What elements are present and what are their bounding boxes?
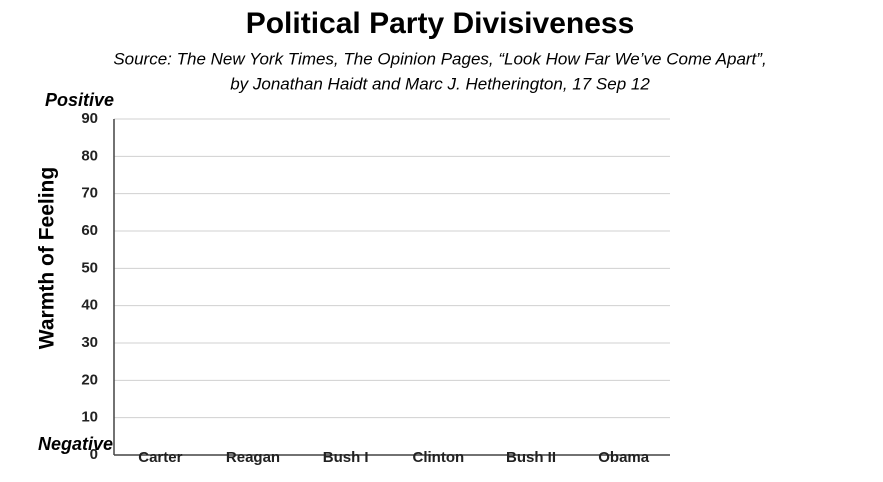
y-axis-label: Warmth of Feeling <box>36 167 59 349</box>
x-tick-label: Obama <box>598 449 650 466</box>
y-tick-label: 0 <box>90 446 98 463</box>
y-tick-label: 60 <box>81 222 98 239</box>
negative-note: Negative <box>38 434 113 454</box>
y-tick-label: 10 <box>81 409 98 426</box>
x-tick-label: Bush I <box>323 449 369 466</box>
y-tick-label: 80 <box>81 147 98 164</box>
x-tick-label: Carter <box>138 449 182 466</box>
subtitle: by Jonathan Haidt and Marc J. Hetheringt… <box>230 74 650 93</box>
y-tick-label: 30 <box>81 334 98 351</box>
y-tick-label: 20 <box>81 371 98 388</box>
x-tick-label: Clinton <box>413 449 465 466</box>
chart-title: Political Party Divisiveness <box>246 7 635 40</box>
x-tick-label: Bush II <box>506 449 556 466</box>
subtitle: Source: The New York Times, The Opinion … <box>113 49 766 68</box>
y-tick-label: 40 <box>81 297 98 314</box>
positive-note: Positive <box>45 90 114 110</box>
y-tick-label: 90 <box>81 110 98 127</box>
x-tick-label: Reagan <box>226 449 280 466</box>
y-tick-label: 70 <box>81 185 98 202</box>
y-tick-label: 50 <box>81 259 98 276</box>
